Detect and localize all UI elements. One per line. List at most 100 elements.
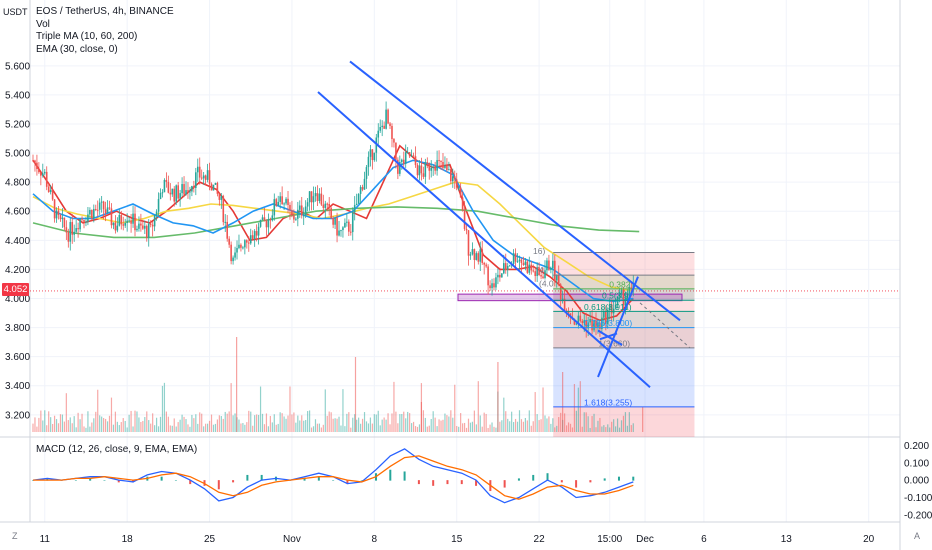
volume-bar xyxy=(216,419,218,432)
candle-body xyxy=(628,287,631,296)
candle-body xyxy=(287,198,289,206)
volume-bar xyxy=(609,427,611,432)
candle-body xyxy=(408,152,411,157)
candle-body xyxy=(532,270,535,272)
volume-bar xyxy=(201,413,203,432)
y-tick-label: 4.800 xyxy=(5,178,30,189)
symbol-title[interactable]: EOS / TetherUS, 4h, BINANCE xyxy=(36,6,174,17)
macd-histogram-bar xyxy=(246,474,249,481)
candle-body xyxy=(230,244,232,262)
candle-body xyxy=(595,320,597,328)
volume-bar xyxy=(585,412,587,432)
candle-body xyxy=(222,196,225,223)
volume-bar xyxy=(308,410,311,432)
candle-body xyxy=(308,191,311,203)
candle-body xyxy=(404,152,407,164)
macd-histogram-bar xyxy=(174,480,177,481)
candle-body xyxy=(483,262,485,265)
volume-bar xyxy=(379,425,381,432)
pattern-line-c xyxy=(599,332,618,341)
macd-legend[interactable]: MACD (12, 26, close, 9, EMA, EMA) xyxy=(36,444,198,455)
volume-bar xyxy=(48,411,50,432)
candle-body xyxy=(261,217,264,220)
legend-volume[interactable]: Vol xyxy=(36,18,50,30)
volume-bar xyxy=(593,413,595,432)
volume-bar xyxy=(138,417,140,432)
candle-body xyxy=(312,196,315,203)
fib-label: 1.618(3.255) xyxy=(584,397,632,407)
x-tick-label: 20 xyxy=(863,534,875,545)
volume-bar xyxy=(326,415,328,432)
channel-drawings xyxy=(317,60,691,388)
candle-body xyxy=(442,162,444,169)
candle-body xyxy=(467,230,470,256)
candle-body xyxy=(448,169,450,171)
candle-body xyxy=(145,225,148,238)
fib-partial-label: 16) xyxy=(533,246,545,256)
volume-bar xyxy=(565,425,568,432)
legend-ema[interactable]: EMA (30, close, 0) xyxy=(36,43,118,55)
candle-body xyxy=(246,240,248,243)
candle-body xyxy=(193,185,195,188)
target-zone xyxy=(553,347,695,407)
candle-body xyxy=(226,221,229,239)
timezone-corner[interactable]: Z xyxy=(12,531,18,541)
volume-bar xyxy=(403,411,405,432)
volume-bar xyxy=(338,416,340,432)
candle-body xyxy=(161,192,164,194)
candle-body xyxy=(420,165,423,174)
candle-body xyxy=(228,238,230,245)
auto-scale-corner[interactable]: A xyxy=(914,531,921,541)
volume-bar xyxy=(516,421,519,432)
volume-bar xyxy=(411,423,413,432)
legend-triple-ma[interactable]: Triple MA (10, 60, 200) xyxy=(36,31,138,42)
candle-body xyxy=(422,173,425,177)
candle-body xyxy=(124,222,126,226)
volume-bar xyxy=(205,423,207,432)
x-tick-label: 13 xyxy=(781,534,793,545)
candle-body xyxy=(406,152,409,154)
volume-bar xyxy=(542,387,544,432)
volume-bar xyxy=(40,410,42,432)
candle-body xyxy=(567,311,570,314)
volume-bar xyxy=(132,426,134,432)
candle-body xyxy=(518,259,521,262)
volume-bar xyxy=(238,419,240,432)
volume-bar xyxy=(69,417,71,432)
volume-bar xyxy=(397,423,399,432)
candle-body xyxy=(605,311,607,325)
candle-body xyxy=(271,215,274,221)
candle-body xyxy=(359,187,362,194)
candle-body xyxy=(332,218,334,225)
volume-bar xyxy=(583,412,585,432)
candle-body xyxy=(59,215,62,220)
candle-body xyxy=(365,167,368,179)
volume-bar xyxy=(405,418,407,432)
volume-bar xyxy=(448,416,450,432)
candle-body xyxy=(155,211,158,216)
candle-body xyxy=(579,315,582,321)
volume-bar xyxy=(59,414,62,432)
volume-bar xyxy=(242,423,244,432)
volume-bar xyxy=(603,425,605,432)
candle-body xyxy=(163,179,166,193)
volume-bar xyxy=(44,410,46,432)
macd-histogram-bar xyxy=(460,480,463,485)
candle-body xyxy=(349,231,352,233)
volume-bar xyxy=(481,426,483,432)
volume-bar xyxy=(140,421,142,432)
volume-bar xyxy=(571,427,574,432)
candle-body xyxy=(402,159,405,164)
candle-body xyxy=(112,222,115,226)
volume-bar xyxy=(446,415,448,432)
volume-bar xyxy=(358,417,360,432)
volume-bar xyxy=(179,419,181,432)
volume-bar xyxy=(210,414,213,432)
macd-y-tick-label: 0.200 xyxy=(904,441,929,452)
volume-bar xyxy=(220,416,222,432)
candle-body xyxy=(542,276,544,278)
volume-bar xyxy=(465,427,468,432)
macd-histogram-bar xyxy=(560,480,563,483)
volume-bar xyxy=(436,426,438,432)
